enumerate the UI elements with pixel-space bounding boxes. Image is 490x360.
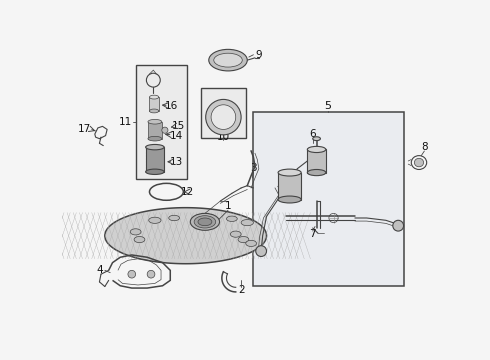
Text: 6: 6 — [309, 129, 316, 139]
Bar — [278, 172, 301, 199]
Bar — [136, 65, 187, 179]
Ellipse shape — [307, 170, 326, 176]
Ellipse shape — [211, 105, 236, 130]
Ellipse shape — [146, 169, 164, 175]
Ellipse shape — [134, 237, 145, 243]
Circle shape — [256, 246, 267, 256]
Ellipse shape — [313, 137, 320, 141]
Text: 9: 9 — [255, 50, 262, 60]
Ellipse shape — [148, 120, 162, 124]
Text: 10: 10 — [217, 132, 230, 142]
Text: 8: 8 — [421, 142, 428, 152]
Ellipse shape — [130, 229, 141, 235]
Ellipse shape — [226, 216, 237, 221]
Ellipse shape — [198, 218, 212, 226]
Ellipse shape — [149, 109, 159, 113]
Text: 11: 11 — [119, 117, 132, 127]
Text: 14: 14 — [170, 131, 183, 141]
Polygon shape — [105, 208, 267, 264]
Circle shape — [147, 270, 155, 278]
Ellipse shape — [278, 196, 301, 203]
Circle shape — [162, 127, 168, 133]
Text: 2: 2 — [238, 285, 245, 294]
Bar — [146, 147, 164, 172]
Ellipse shape — [148, 136, 162, 141]
Ellipse shape — [209, 49, 247, 71]
Text: 16: 16 — [165, 101, 178, 111]
Text: 7: 7 — [309, 229, 316, 239]
Text: 1: 1 — [225, 202, 231, 211]
Ellipse shape — [246, 240, 257, 247]
Circle shape — [393, 220, 404, 231]
Ellipse shape — [278, 169, 301, 176]
Ellipse shape — [415, 158, 423, 167]
Text: 3: 3 — [250, 163, 257, 173]
Text: 15: 15 — [172, 121, 185, 131]
Text: 17: 17 — [77, 125, 91, 134]
Ellipse shape — [169, 215, 179, 221]
Ellipse shape — [194, 216, 216, 228]
Ellipse shape — [190, 213, 220, 230]
Ellipse shape — [146, 144, 164, 150]
Ellipse shape — [307, 147, 326, 153]
Bar — [253, 112, 404, 286]
Ellipse shape — [238, 237, 249, 243]
Circle shape — [128, 270, 136, 278]
Bar — [201, 88, 246, 138]
Ellipse shape — [206, 99, 241, 135]
Ellipse shape — [149, 95, 159, 99]
Ellipse shape — [214, 53, 242, 67]
Text: 4: 4 — [96, 265, 103, 275]
Ellipse shape — [149, 217, 161, 223]
Ellipse shape — [230, 231, 241, 237]
Bar — [148, 122, 162, 139]
Bar — [307, 149, 326, 172]
Text: 5: 5 — [325, 101, 332, 111]
Ellipse shape — [241, 220, 253, 226]
Bar — [149, 97, 159, 111]
Text: 13: 13 — [170, 157, 183, 167]
Text: 12: 12 — [181, 187, 194, 197]
